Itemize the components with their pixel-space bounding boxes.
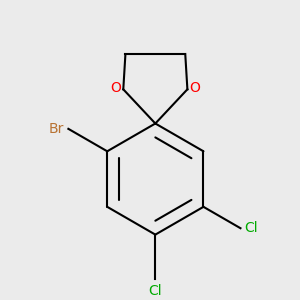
Text: Cl: Cl <box>245 221 258 235</box>
Text: Cl: Cl <box>148 284 162 298</box>
Text: Br: Br <box>49 122 64 136</box>
Text: O: O <box>110 81 121 95</box>
Text: O: O <box>189 81 200 95</box>
